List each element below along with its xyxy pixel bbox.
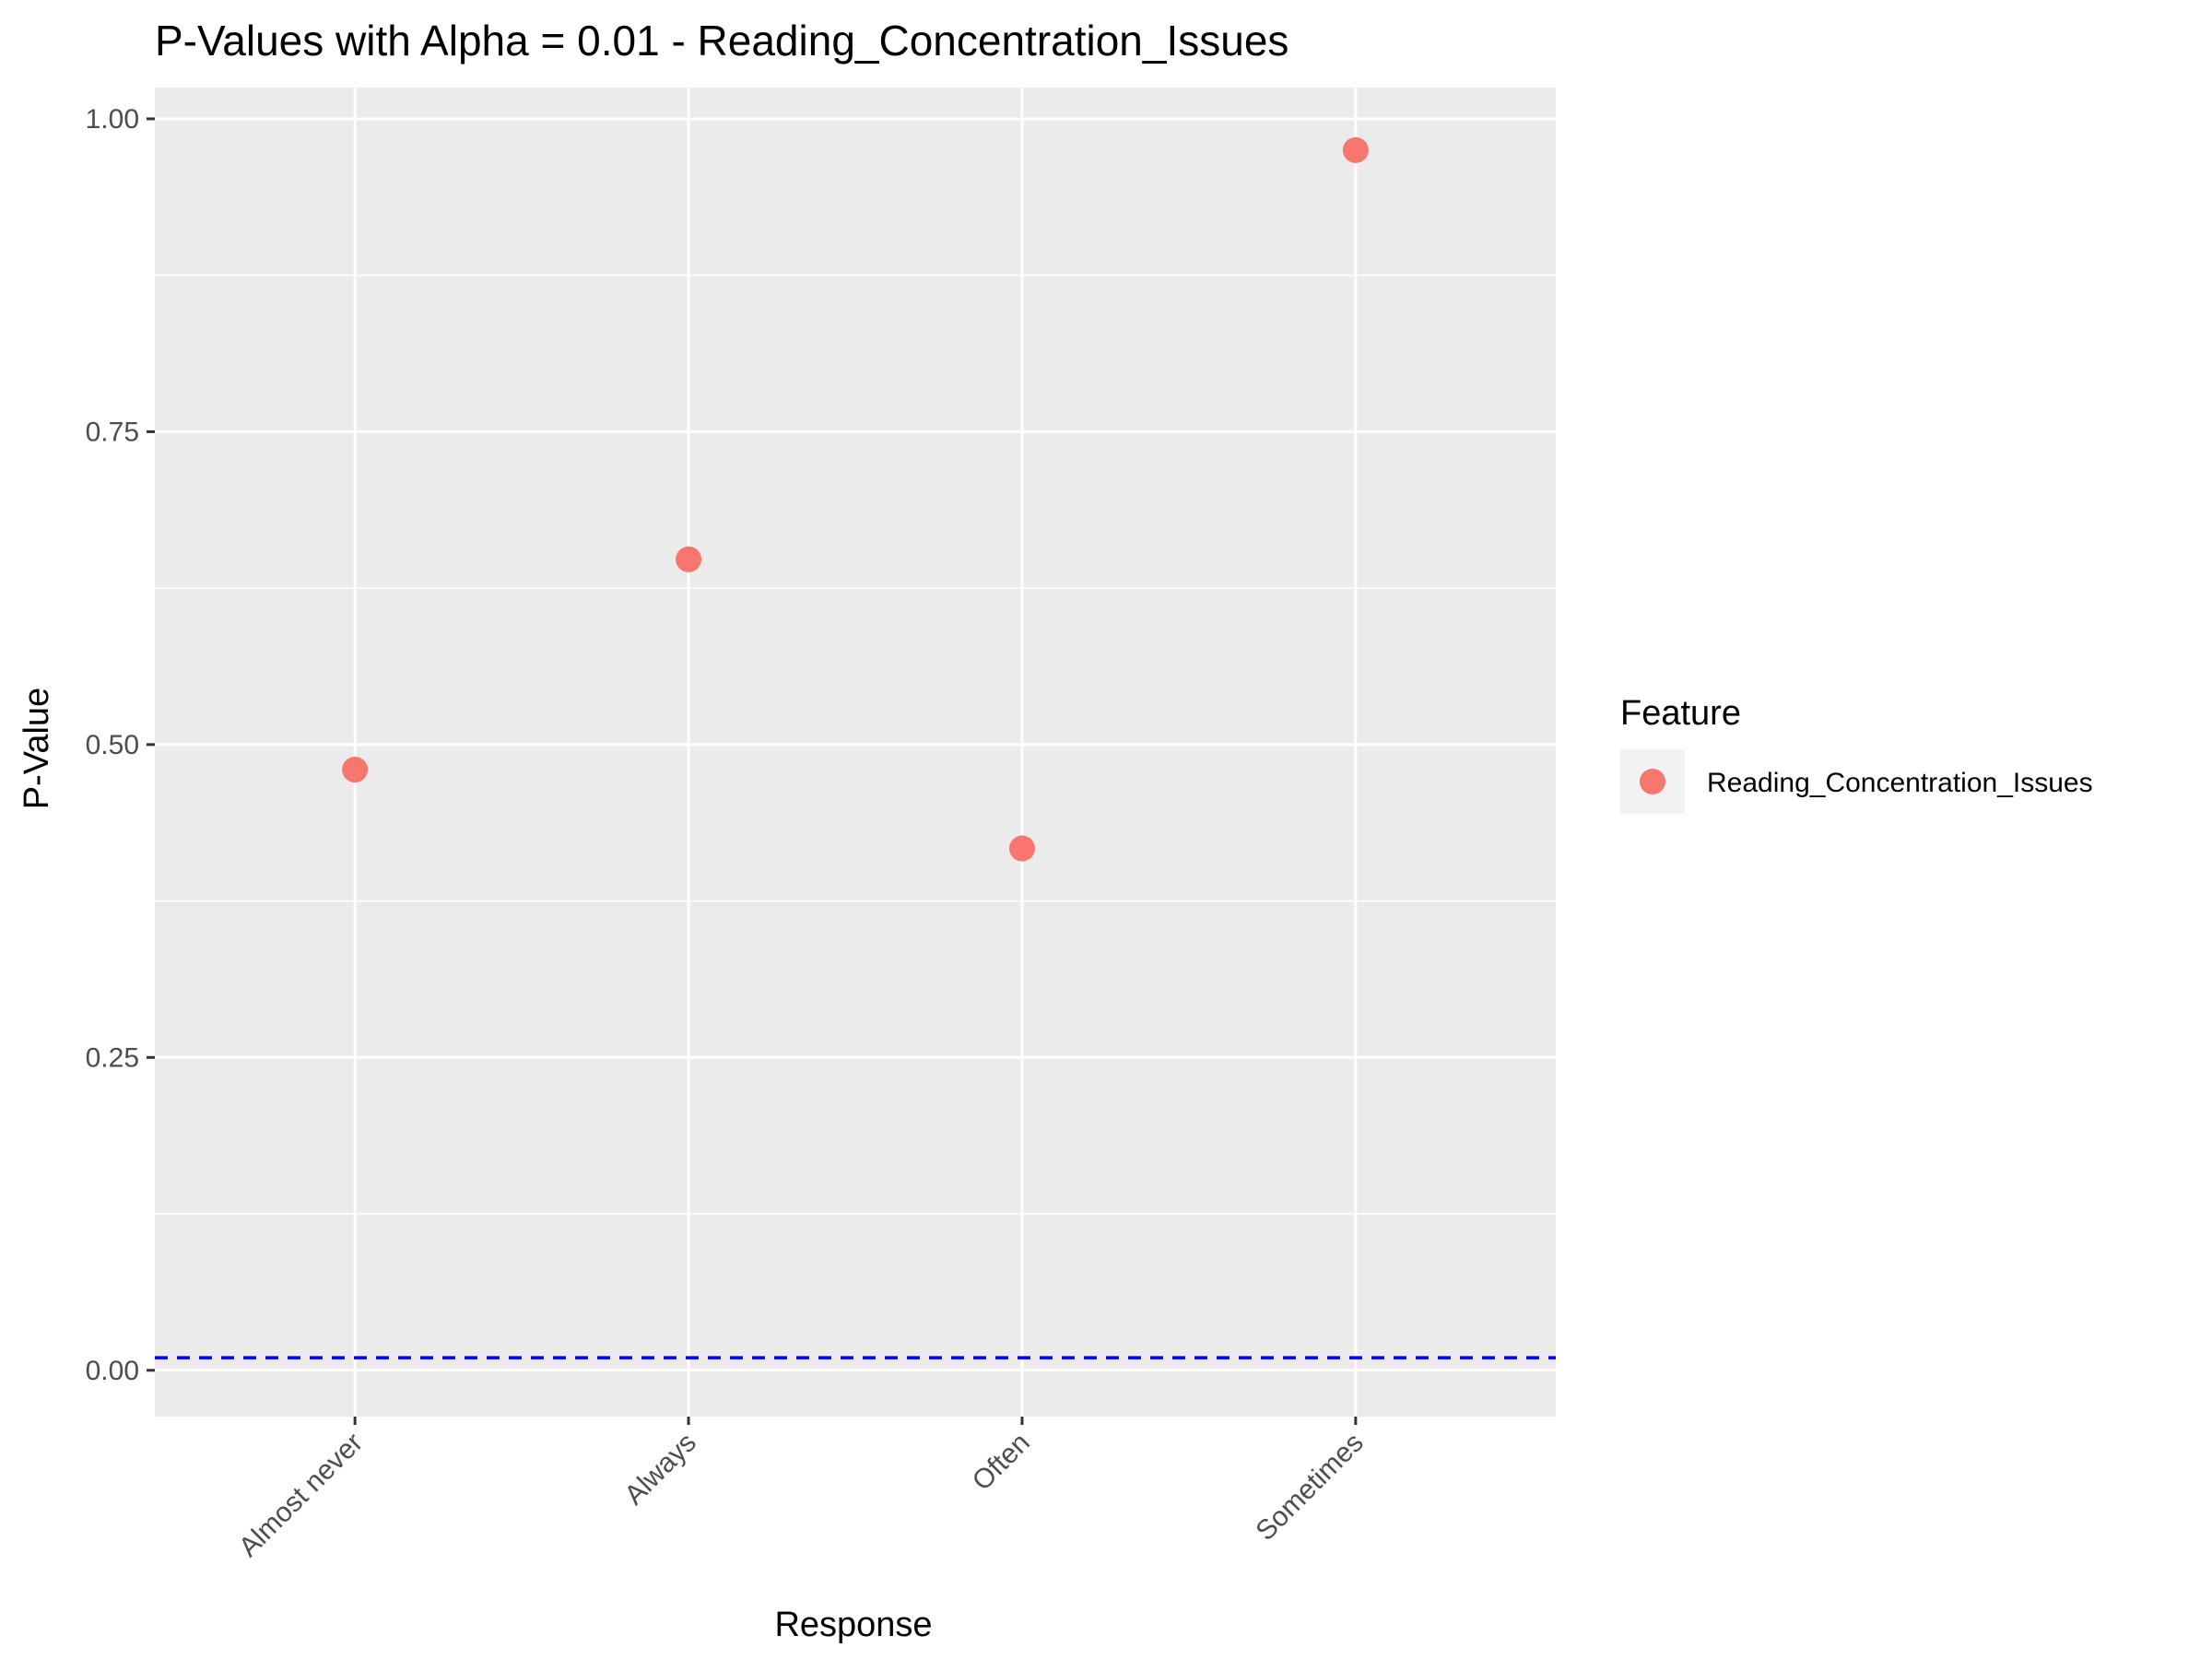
x-tick-label: Always xyxy=(618,1428,702,1512)
plot-panel xyxy=(155,88,1556,1417)
data-point xyxy=(1342,136,1369,163)
legend-entry-label: Reading_Concentration_Issues xyxy=(1707,768,2093,798)
y-tick-label: 1.00 xyxy=(86,104,139,135)
x-tick-label: Sometimes xyxy=(1250,1428,1369,1547)
x-tick-label: Almost never xyxy=(233,1428,369,1563)
data-point xyxy=(676,546,702,572)
y-tick-label: 0.25 xyxy=(86,1042,139,1073)
y-tick-label: 0.00 xyxy=(86,1356,139,1386)
legend: Feature Reading_Concentration_Issues xyxy=(1620,694,2093,814)
x-tick-label: Often xyxy=(967,1428,1036,1497)
data-point xyxy=(1008,835,1035,862)
legend-title: Feature xyxy=(1620,694,1741,733)
grid-minor xyxy=(155,274,1556,1215)
x-axis-ticks: Almost never Always Often Sometimes xyxy=(233,1417,1370,1563)
y-axis-ticks: 0.00 0.25 0.50 0.75 1.00 xyxy=(86,104,155,1386)
chart-title: P-Values with Alpha = 0.01 - Reading_Con… xyxy=(155,17,1288,65)
y-tick-label: 0.50 xyxy=(86,730,139,760)
legend-key-marker xyxy=(1640,769,1665,794)
data-point xyxy=(342,757,369,783)
data-points xyxy=(342,136,1369,862)
x-axis-title: Response xyxy=(774,1606,932,1644)
grid-major xyxy=(155,88,1556,1417)
y-axis-title: P-Value xyxy=(18,688,56,809)
y-tick-label: 0.75 xyxy=(86,417,139,447)
